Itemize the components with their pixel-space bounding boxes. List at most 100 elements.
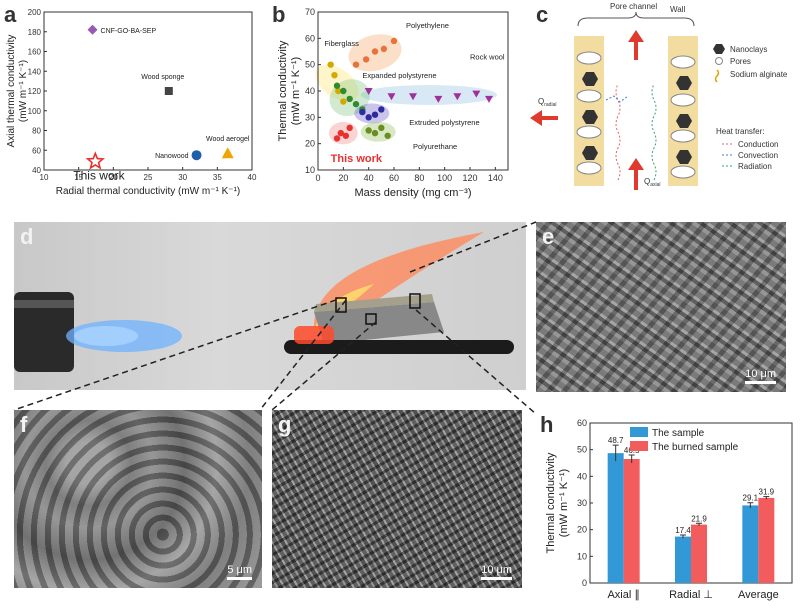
radial-arrow xyxy=(530,110,558,126)
chart-a-frame xyxy=(43,11,253,171)
chart-a-ytick-label: 100 xyxy=(28,107,42,116)
panel-label-g: g xyxy=(278,412,292,437)
chart-b-point xyxy=(378,124,385,132)
zoom-guide-lines xyxy=(13,221,537,415)
chart-b-point xyxy=(335,87,342,95)
chart-b-point xyxy=(387,93,396,101)
chart-b-point xyxy=(352,100,360,108)
scale-bar-f: 5 μm xyxy=(227,564,252,580)
chart-b-region-label: Rock wool xyxy=(470,52,505,61)
chart-h-ytick-label: 20 xyxy=(577,525,587,535)
conduction-path xyxy=(605,95,629,103)
chart-b-xtick-label: 60 xyxy=(389,173,399,183)
chart-b-this-work-label: This work xyxy=(331,153,383,165)
pore-channel-bracket xyxy=(577,11,695,27)
legend-pores: Pores xyxy=(730,57,751,66)
chart-b-point xyxy=(342,132,350,139)
chart-b-region-label: Polyurethane xyxy=(413,142,457,151)
right-wall-pores xyxy=(670,55,696,179)
chart-a-point-label: This work xyxy=(73,168,125,182)
inset-box-right xyxy=(409,293,421,309)
chart-b-point xyxy=(365,127,372,134)
schematic-legend: Nanoclays Pores Sodium alginate Heat tra… xyxy=(713,44,788,171)
chart-b-point xyxy=(333,135,341,142)
chart-h-legend-swatch xyxy=(630,427,648,437)
chart-h-value-label: 48.7 xyxy=(608,436,624,445)
q-radial-label: Qradial xyxy=(538,97,556,108)
panel-label-c: c xyxy=(536,2,549,27)
sem-image-g: g 10 μm xyxy=(272,410,522,588)
chart-b-point xyxy=(331,72,338,79)
chart-h-legend-swatch xyxy=(630,441,648,451)
chart-h-ylabel: Thermal conductivity(mW m⁻¹ K⁻¹) xyxy=(545,452,570,553)
chart-b-point xyxy=(390,37,398,45)
panel-label-b: b xyxy=(272,2,286,27)
chart-b-region-label: Extruded polystyrene xyxy=(409,118,479,127)
chart-h-category-label: Axial ∥ xyxy=(607,589,639,601)
chart-a-ytick-label: 140 xyxy=(28,67,42,76)
inset-box-center xyxy=(365,313,377,325)
chart-b-point xyxy=(371,111,379,118)
chart-b-xtick-label: 0 xyxy=(315,173,320,183)
chart-h-bar xyxy=(691,524,707,583)
chart-b-ylabel: Thermal conductivity(mW m⁻¹ K⁻¹) xyxy=(277,40,302,141)
chart-b-point xyxy=(340,98,347,105)
chart-a-ytick-label: 80 xyxy=(32,127,41,136)
panel-label-e: e xyxy=(542,224,555,249)
chart-b-point xyxy=(327,61,334,68)
chart-a-xtick-label: 20 xyxy=(109,173,118,182)
chart-a-point xyxy=(221,147,234,159)
chart-b-point xyxy=(409,93,417,101)
chart-h-ytick-label: 0 xyxy=(582,578,587,588)
scale-bar-g-label: 10 μm xyxy=(481,564,512,576)
scale-bar-g: 10 μm xyxy=(481,564,512,580)
chart-b-ytick-label: 70 xyxy=(305,7,315,17)
chart-b-point xyxy=(352,61,360,68)
chart-a-xtick-label: 10 xyxy=(40,173,49,182)
chart-b-region-label: Polyethylene xyxy=(406,21,449,30)
chart-b: 0 20 40 60 80 100 120 140 10 20 30 40 50 60 70 Mass den… xyxy=(277,7,509,199)
chart-h-ytick-label: 50 xyxy=(577,445,587,455)
nanoclay-particles xyxy=(582,72,692,164)
axial-arrow-top xyxy=(628,30,644,60)
panel-label-d: d xyxy=(20,224,34,249)
chart-b-region xyxy=(360,85,497,105)
legend-radiation: Radiation xyxy=(738,162,772,171)
chart-b-region-label: Expanded polystyrene xyxy=(362,71,436,80)
chart-b-point xyxy=(346,124,353,132)
chart-h-value-label: 29.1 xyxy=(743,494,759,503)
sem-image-e: e 10 μm xyxy=(536,222,786,392)
chart-a-point-label: Wood sponge xyxy=(141,74,184,81)
chart-b-ytick-label: 50 xyxy=(305,60,315,70)
chart-h-ytick-label: 40 xyxy=(577,471,587,481)
chart-h-ytick-label: 30 xyxy=(577,498,587,508)
left-wall-pores xyxy=(576,51,602,175)
convection-path xyxy=(615,83,621,181)
sem-image-f: f 5 μm xyxy=(14,410,262,588)
chart-b-point xyxy=(472,90,481,98)
chart-b-point xyxy=(362,56,370,63)
scale-bar-f-label: 5 μm xyxy=(227,564,252,576)
chart-h-value-label: 21.9 xyxy=(691,514,707,523)
chart-a-ylabel: Axial thermal conductivity(mW m⁻¹ K⁻¹) xyxy=(6,35,29,148)
chart-h-ytick-label: 60 xyxy=(577,418,587,428)
legend-nanoclays: Nanoclays xyxy=(730,45,767,54)
chart-h-value-label: 17.4 xyxy=(675,526,691,535)
pore-legend-icon xyxy=(715,57,723,65)
chart-a-xtick-label: 25 xyxy=(144,173,153,182)
chart-a-point-label: Nanowood xyxy=(155,153,189,160)
chart-h-bar xyxy=(623,459,640,583)
burner-nozzle xyxy=(14,292,74,372)
radiation-path xyxy=(651,83,657,181)
nanoclay-legend-icon xyxy=(713,44,725,54)
chart-b-xlabel: Mass density (mg cm⁻³) xyxy=(354,187,471,199)
chart-b-region-label: Fiberglass xyxy=(324,39,359,48)
scale-bar-e: 10 μm xyxy=(745,368,776,384)
schematic-c: Pore channel Wall Qaxial Qradial Nanocla… xyxy=(530,2,788,190)
chart-a-point xyxy=(85,151,105,170)
chart-a-xtick-label: 40 xyxy=(248,173,257,182)
panel-label-f: f xyxy=(20,412,28,437)
chart-b-xtick-label: 80 xyxy=(414,173,424,183)
chart-b-point xyxy=(333,82,341,89)
chart-b-point xyxy=(485,95,493,103)
